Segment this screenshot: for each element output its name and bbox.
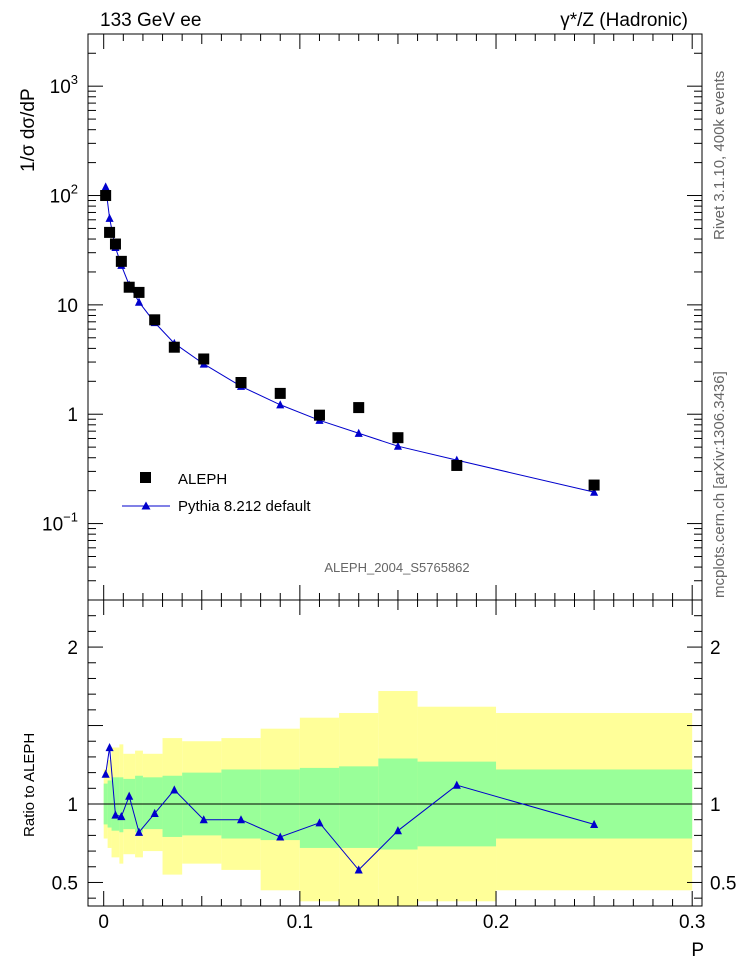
x-tick-labels: 0 0.1 0.2 0.3	[98, 912, 705, 933]
data-point	[198, 353, 210, 365]
ratio-y-axis-label: Ratio to ALEPH	[21, 733, 38, 837]
legend-mc-label: Pythia 8.212 default	[178, 498, 311, 515]
main-y-tick-label: 1	[67, 405, 78, 426]
data-point	[274, 387, 286, 399]
band-inner-bin	[119, 777, 124, 833]
data-series	[100, 190, 600, 491]
legend-data-marker	[140, 472, 151, 483]
mc-point	[105, 213, 114, 222]
mcplots-label: mcplots.cern.ch [arXiv:1306.3436]	[711, 371, 728, 598]
ratio-y-tick-label-left: 0.5	[52, 873, 78, 894]
ratio-y-tick-label-right: 1	[710, 795, 721, 816]
x-tick-label: 0	[98, 912, 109, 933]
header-energy: 133 GeV ee	[100, 10, 201, 31]
ratio-line	[105, 747, 595, 871]
mc-point	[354, 428, 363, 437]
band-inner-bin	[339, 766, 379, 848]
band-inner-bin	[162, 775, 183, 837]
ratio-point	[452, 780, 461, 789]
ratio-point	[105, 743, 114, 752]
ratio-point	[276, 832, 285, 841]
ratio-point	[125, 791, 134, 800]
mc-line	[105, 186, 595, 493]
mc-point	[134, 297, 144, 306]
analysis-watermark: ALEPH_2004_S5765862	[324, 560, 469, 575]
ratio-point	[199, 815, 208, 824]
ratio-point	[354, 865, 363, 874]
band-inner-bin	[142, 777, 163, 830]
ratio-point	[315, 818, 324, 827]
data-point	[149, 314, 161, 326]
data-point	[123, 281, 135, 293]
main-y-axis-label: 1/σ dσ/dP	[18, 88, 39, 172]
main-y-tick-label: 103	[50, 72, 78, 98]
ratio-point	[590, 819, 599, 828]
data-point	[451, 459, 463, 471]
x-tick-label: 0.2	[483, 912, 509, 933]
data-point	[109, 238, 121, 250]
mc-point	[590, 487, 599, 496]
main-plot-frame	[87, 33, 703, 601]
data-point	[353, 402, 365, 414]
ratio-uncertainty-bands	[103, 691, 693, 906]
data-point	[100, 190, 112, 202]
x-tick-label: 0.3	[679, 912, 705, 933]
ratio-y-tick-label-right: 0.5	[710, 873, 736, 894]
ratio-point	[134, 827, 144, 836]
ratio-y-tick-label-right: 2	[710, 638, 721, 659]
x-tick-label: 0.1	[287, 912, 313, 933]
ratio-point	[170, 785, 179, 794]
data-point	[104, 226, 116, 238]
header-process: γ*/Z (Hadronic)	[560, 10, 688, 31]
main-y-tick-label: 10	[57, 296, 78, 317]
band-inner-bin	[299, 767, 340, 848]
ratio-y-tick-label-left: 1	[67, 795, 78, 816]
legend-mc-marker	[141, 501, 151, 510]
ratio-point	[111, 810, 120, 819]
band-inner-bin	[260, 769, 300, 841]
rivet-label: Rivet 3.1.10, 400k events	[711, 71, 728, 240]
mc-point	[393, 441, 402, 450]
mc-point	[101, 182, 110, 191]
ratio-point	[101, 769, 110, 778]
data-point	[115, 255, 127, 267]
ratio-point	[117, 812, 126, 821]
mc-series	[101, 182, 599, 496]
data-point	[133, 286, 145, 298]
ratio-point	[236, 815, 246, 824]
data-point	[235, 377, 247, 389]
ratio-point	[393, 826, 402, 835]
mc-point	[276, 400, 285, 409]
main-y-tick-label: 10−1	[42, 510, 78, 536]
ratio-y-tick-label-left: 2	[67, 638, 78, 659]
data-point	[168, 341, 180, 353]
legend-data-label: ALEPH	[178, 471, 227, 488]
ratio-series	[101, 743, 599, 874]
data-point	[588, 479, 600, 491]
data-point	[313, 409, 325, 421]
x-axis-label: P	[691, 940, 704, 961]
ratio-plot-frame	[87, 599, 703, 907]
ratio-point	[150, 808, 159, 818]
data-point	[392, 432, 404, 444]
main-y-tick-label: 102	[50, 182, 78, 208]
ratio-y-tick-labels: 2 2 1 1 0.5 0.5	[52, 638, 737, 894]
